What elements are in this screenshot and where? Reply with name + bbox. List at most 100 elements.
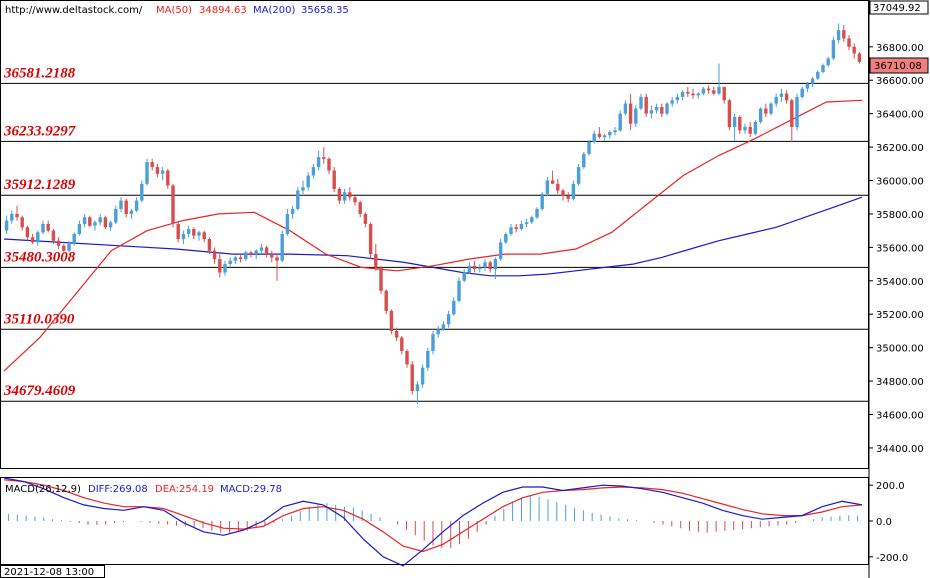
- candle: [327, 157, 331, 174]
- ma200-path: [3, 196, 863, 277]
- candle: [400, 335, 404, 355]
- candle: [4, 215, 9, 234]
- level-label: 36581.2188: [3, 65, 76, 81]
- last-price-label: 36710.08: [874, 61, 922, 72]
- price-tick-label: 34800.00: [876, 377, 924, 388]
- candle: [374, 244, 378, 271]
- candle: [706, 85, 711, 94]
- candle: [821, 63, 825, 74]
- candle: [493, 257, 498, 280]
- candle: [748, 122, 752, 138]
- macd-axis-ticks: 200.0 0.0 -200.0: [869, 481, 908, 564]
- candle: [259, 244, 264, 255]
- candle: [680, 90, 685, 101]
- candle: [176, 222, 180, 243]
- level-label: 34679.4609: [3, 383, 76, 399]
- candle: [608, 130, 612, 139]
- ma50-line: [3, 99, 863, 372]
- price-tick-label: 36000.00: [876, 177, 924, 188]
- price-tick-label: 35200.00: [876, 310, 924, 321]
- candle: [654, 103, 659, 114]
- ma200-line: [3, 196, 863, 277]
- candle: [212, 247, 217, 265]
- candle: [472, 260, 477, 273]
- candle: [545, 177, 550, 196]
- candle: [462, 269, 466, 283]
- candle: [592, 130, 596, 144]
- candle: [296, 187, 300, 211]
- macd-diff-path: [3, 477, 863, 567]
- candle: [124, 198, 128, 218]
- macd-tick-label: -200.0: [876, 553, 908, 564]
- candle: [394, 327, 399, 341]
- level-label: 35110.0390: [3, 311, 75, 327]
- candle: [322, 147, 326, 164]
- candle: [488, 260, 492, 273]
- ma200-label: MA(200): [253, 5, 295, 16]
- candle: [368, 222, 373, 260]
- candle: [202, 230, 206, 243]
- candle: [415, 381, 420, 405]
- candle: [509, 223, 513, 236]
- candle: [836, 23, 841, 44]
- candle: [831, 36, 836, 61]
- candle: [51, 228, 56, 245]
- candle: [644, 93, 648, 117]
- price-tick-label: 35800.00: [876, 210, 924, 221]
- candle: [784, 90, 789, 104]
- price-tick-label: 36400.00: [876, 110, 924, 121]
- candle: [675, 93, 680, 104]
- candle: [691, 88, 695, 99]
- candle: [665, 101, 669, 116]
- level-label: 36233.9297: [3, 123, 76, 139]
- candle: [389, 309, 394, 335]
- candle: [363, 212, 368, 228]
- candle: [207, 237, 212, 255]
- price-tick-label: 35000.00: [876, 344, 924, 355]
- candle: [197, 230, 201, 241]
- price-tick-label: 35600.00: [876, 243, 924, 254]
- candle: [774, 93, 778, 107]
- candle: [410, 361, 414, 395]
- candle: [457, 277, 461, 303]
- candle: [686, 86, 690, 97]
- candle: [535, 207, 539, 219]
- candle: [842, 25, 846, 42]
- candle: [160, 167, 165, 181]
- candle: [649, 105, 654, 119]
- candle: [420, 364, 425, 388]
- candle: [342, 188, 347, 204]
- price-axis-ticks: 36800.00 36600.00 36400.00 36200.00 36000.00…: [869, 43, 924, 455]
- candle: [800, 86, 804, 99]
- candle: [779, 88, 784, 102]
- candle: [764, 103, 768, 117]
- candle: [597, 127, 602, 139]
- candle: [743, 123, 747, 134]
- candle: [301, 180, 305, 194]
- candle: [426, 347, 430, 372]
- candle: [353, 195, 357, 206]
- candle: [270, 250, 274, 263]
- candle: [103, 215, 108, 229]
- candle: [660, 103, 664, 117]
- candlestick-series: [4, 23, 862, 405]
- candle: [20, 215, 24, 231]
- candle: [77, 220, 82, 236]
- candle: [36, 230, 40, 246]
- candle: [790, 98, 794, 143]
- candle: [587, 140, 591, 156]
- candle: [108, 220, 113, 231]
- candle: [358, 200, 362, 218]
- candle: [285, 208, 290, 236]
- candle: [478, 264, 482, 273]
- ma50-path: [3, 99, 863, 372]
- candle: [290, 205, 295, 219]
- main-pane-frame: [0, 0, 869, 469]
- candle: [436, 325, 440, 338]
- candle: [67, 240, 71, 253]
- source-url[interactable]: http://www.deltastock.com/: [5, 5, 143, 16]
- candle: [712, 86, 716, 96]
- candle: [62, 244, 66, 255]
- candle: [623, 100, 628, 116]
